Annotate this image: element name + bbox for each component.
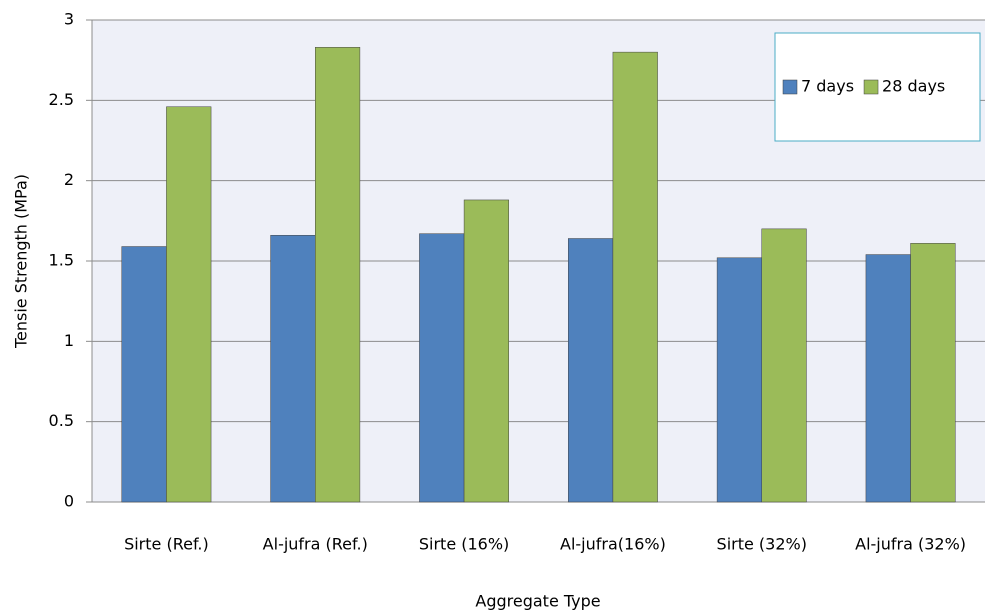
x-tick-label: Sirte (16%) [419,535,509,554]
bar [865,254,911,503]
bar [568,238,614,503]
bar [612,51,658,503]
y-tick-label: 0.5 [49,411,74,430]
legend-swatch [863,79,879,95]
bar [166,106,212,503]
bar [716,257,762,503]
bar [463,199,509,503]
x-tick-label: Al-jufra (Ref.) [263,535,368,554]
legend-swatch [782,79,798,95]
x-tick-label: Sirte (Ref.) [124,535,209,554]
bar [121,246,167,503]
bar [419,233,465,503]
y-tick-label: 3 [64,10,74,29]
bar [315,47,361,503]
y-tick-label: 0 [64,492,74,511]
y-tick-label: 2.5 [49,90,74,109]
bar [910,243,956,503]
legend-label: 28 days [882,77,945,96]
x-tick-label: Sirte (32%) [717,535,807,554]
y-tick-label: 1.5 [49,251,74,270]
bar [270,235,316,503]
x-tick-label: Al-jufra (32%) [855,535,966,554]
y-axis-title: Tensie Strength (MPa) [12,174,31,349]
bar [761,228,807,503]
y-tick-label: 1 [64,331,74,350]
y-tick-label: 2 [64,170,74,189]
x-axis-title: Aggregate Type [475,592,600,611]
x-tick-label: Al-jufra(16%) [560,535,666,554]
legend-label: 7 days [801,77,854,96]
